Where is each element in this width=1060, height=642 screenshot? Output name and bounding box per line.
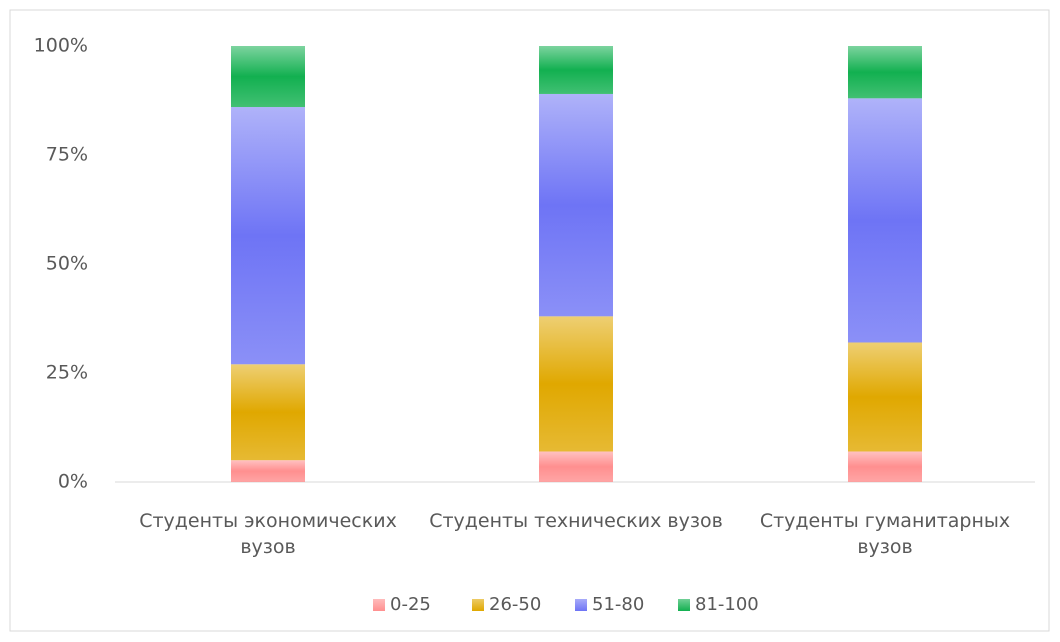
legend-label: 0-25: [390, 594, 431, 615]
x-tick-label: Студенты экономических вузов: [139, 510, 397, 558]
legend-label: 51-80: [592, 594, 645, 615]
legend-item: 26-50: [472, 594, 541, 615]
legend-label: 26-50: [489, 594, 542, 615]
y-tick-label: 100%: [34, 35, 88, 57]
bar-segment: [539, 93, 613, 317]
y-tick-label: 0%: [58, 471, 88, 493]
legend-item: 81-100: [678, 594, 759, 615]
y-tick-label: 25%: [46, 362, 88, 384]
bar-segment: [848, 46, 922, 99]
legend-swatch: [472, 598, 484, 611]
x-tick-label: Студенты гуманитарных вузов: [759, 510, 1011, 558]
legend-swatch: [575, 598, 587, 611]
y-tick-label: 75%: [46, 144, 88, 166]
bar-segment: [231, 460, 305, 482]
legend-item: 51-80: [575, 594, 644, 615]
bar-segment: [539, 46, 613, 94]
legend-label: 81-100: [695, 594, 759, 615]
legend-swatch: [373, 598, 385, 611]
bar-segment: [848, 342, 922, 452]
bar-segment: [231, 364, 305, 461]
y-tick-label: 50%: [46, 253, 88, 275]
x-tick-label: Студенты технических вузов: [429, 510, 723, 532]
legend-swatch: [678, 598, 690, 611]
bar-segment: [539, 451, 613, 482]
bar-segment: [848, 451, 922, 482]
bar-segment: [231, 46, 305, 108]
bar-segment: [231, 107, 305, 365]
bar-segment: [848, 98, 922, 343]
bar-segment: [539, 316, 613, 452]
legend-item: 0-25: [373, 594, 431, 615]
